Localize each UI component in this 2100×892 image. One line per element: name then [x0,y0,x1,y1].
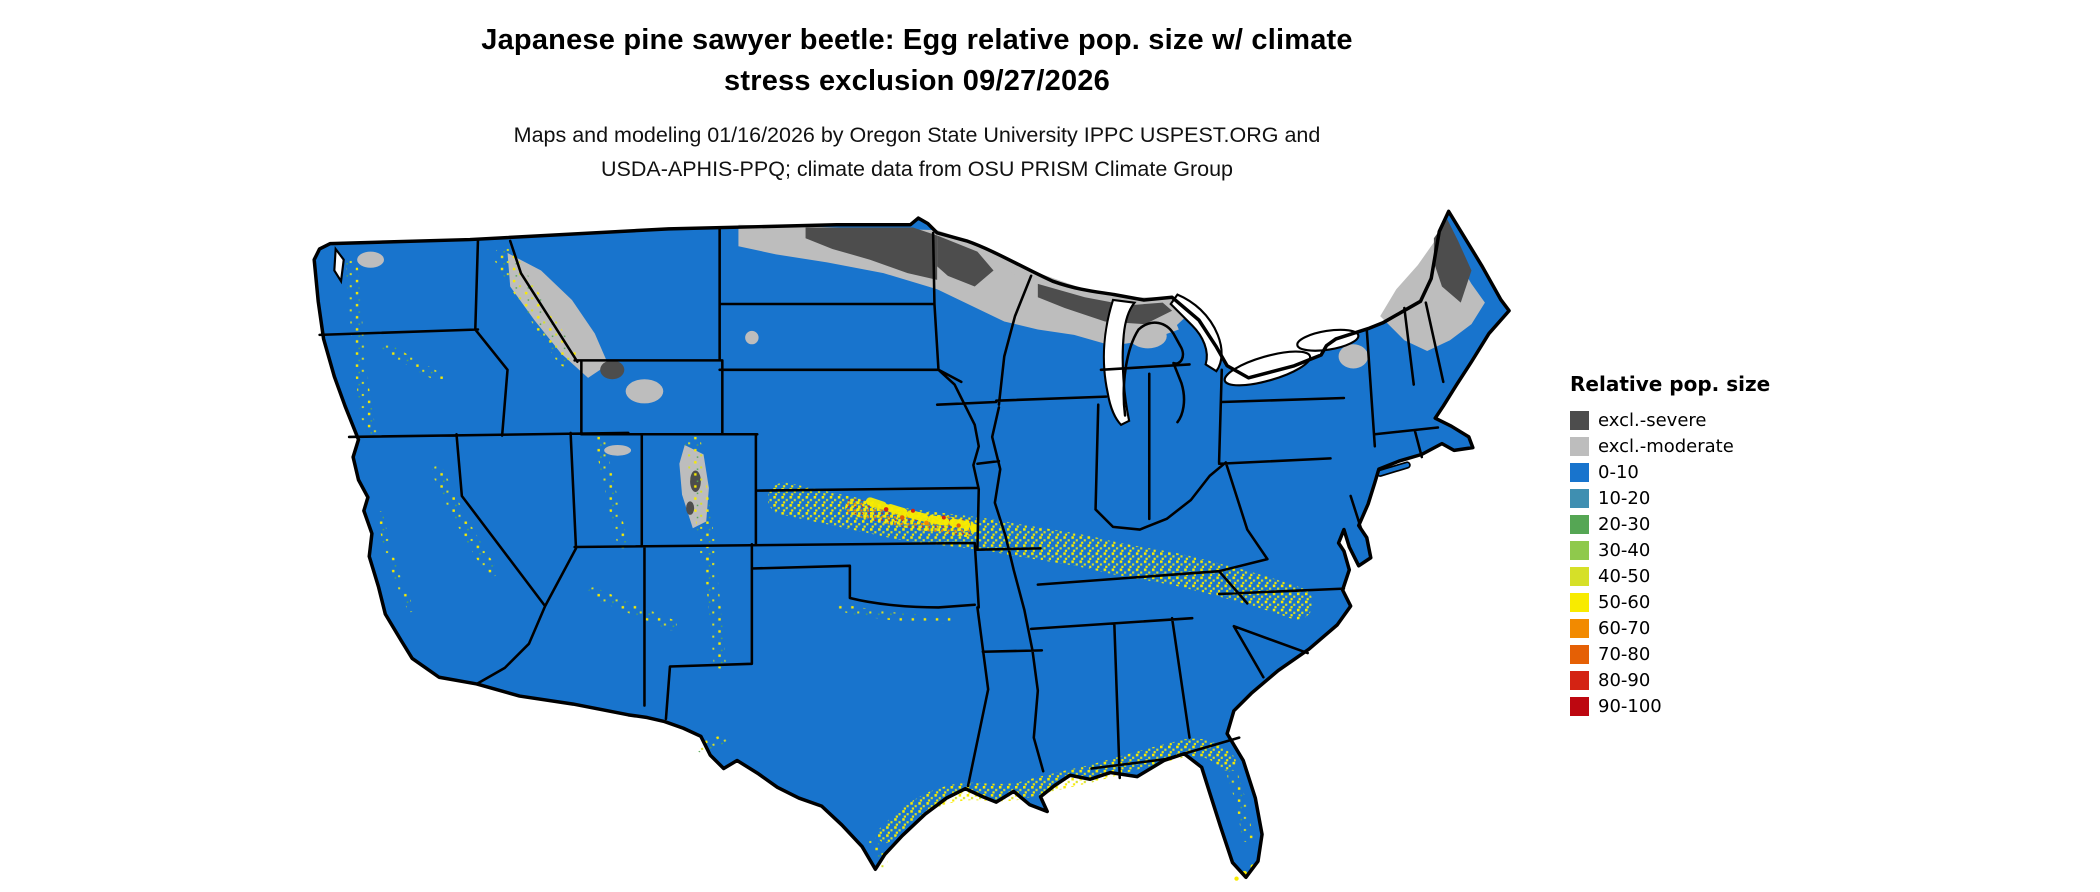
lake-michigan [1102,298,1137,427]
map-title: Japanese pine sawyer beetle: Egg relativ… [306,20,1528,102]
population-band-rockies [494,246,578,368]
lake-huron [1169,293,1223,373]
legend-label: 60-70 [1598,617,1651,639]
map-title-line2: stress exclusion 09/27/2026 [724,65,1110,97]
legend-item: excl.-moderate [1570,433,1770,459]
legend-item: excl.-severe [1570,407,1770,433]
population-band-florida [1227,769,1253,843]
map-title-line1: Japanese pine sawyer beetle: Egg relativ… [481,24,1353,56]
legend-swatch [1570,488,1589,508]
legend-swatch [1570,410,1589,430]
legend-item: 90-100 [1570,693,1770,719]
legend-item: 40-50 [1570,563,1770,589]
legend-label: 20-30 [1598,513,1651,535]
legend-label: 90-100 [1598,695,1662,717]
legend-item: 0-10 [1570,459,1770,485]
legend-swatch [1570,566,1589,586]
conus-outline [312,209,1511,880]
legend-item: 30-40 [1570,537,1770,563]
legend-swatch [1570,696,1589,716]
legend-label: excl.-severe [1598,409,1707,431]
conus-map [306,206,1528,884]
legend-item: 20-30 [1570,511,1770,537]
legend-swatch [1570,592,1589,612]
legend-swatch [1570,436,1589,456]
legend-label: 30-40 [1598,539,1651,561]
map-subtitle: Maps and modeling 01/16/2026 by Oregon S… [306,118,1528,186]
population-band-cascades [345,259,377,438]
legend-label: 70-80 [1598,643,1651,665]
legend-swatch [1570,462,1589,482]
legend: Relative pop. size excl.-severe excl.-mo… [1570,372,1770,719]
legend-title: Relative pop. size [1570,372,1771,396]
legend-swatch [1570,618,1589,638]
legend-label: 50-60 [1598,591,1651,613]
legend-label: 0-10 [1598,461,1639,483]
population-band-sierra [431,465,498,578]
map-subtitle-line1: Maps and modeling 01/16/2026 by Oregon S… [513,123,1321,147]
legend-swatch [1570,644,1589,664]
legend-label: excl.-moderate [1598,435,1734,457]
population-band-gulf [877,738,1236,844]
legend-item: 50-60 [1570,589,1770,615]
legend-label: 10-20 [1598,487,1651,509]
legend-label: 40-50 [1598,565,1651,587]
legend-item: 80-90 [1570,667,1770,693]
state-borders [318,226,1445,788]
legend-swatch [1570,514,1589,534]
conus-map-svg [312,209,1511,881]
map-subtitle-line2: USDA-APHIS-PPQ; climate data from OSU PR… [600,157,1234,181]
michigan-outline [1122,321,1186,424]
population-bands [345,246,1314,870]
legend-swatch [1570,540,1589,560]
legend-swatch [1570,670,1589,690]
puget-sound [333,245,345,285]
legend-item: 70-80 [1570,641,1770,667]
legend-item: 60-70 [1570,615,1770,641]
legend-item: 10-20 [1570,485,1770,511]
legend-label: 80-90 [1598,669,1651,691]
